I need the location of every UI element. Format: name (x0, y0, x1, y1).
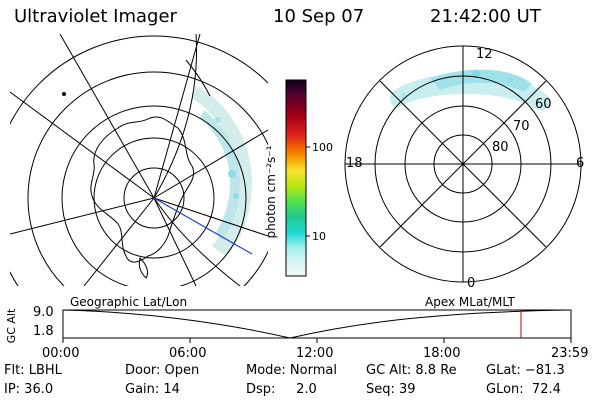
tick-00-00: 00:00 (42, 346, 80, 361)
meridian-diag-b (379, 80, 547, 248)
y-label-low: 1.8 (33, 324, 54, 339)
terminator-arc (153, 34, 198, 199)
geographic-title: Geographic Lat/Lon (70, 295, 188, 309)
tick-18-00: 18:00 (423, 346, 461, 361)
gain-info: Gain: 14 (125, 382, 180, 397)
limb-arc (153, 197, 241, 286)
glon-info: GLon: 72.4 (486, 382, 561, 397)
altitude-curve (62, 309, 572, 339)
tick-06-00: 06:00 (169, 346, 207, 361)
satellite-track (153, 197, 253, 255)
meridians-left (10, 34, 268, 286)
door-info: Door: Open (125, 363, 200, 378)
mode-info: Mode: Normal (246, 363, 337, 378)
ip-info: IP: 36.0 (4, 382, 54, 397)
gc-alt-info: GC Alt: 8.8 Re (366, 363, 457, 378)
mlat-label-80: 80 (492, 140, 509, 155)
island-dot (62, 92, 66, 96)
filter-info: Flt: LBHL (4, 363, 62, 378)
dsp-info: Dsp: 2.0 (246, 382, 317, 397)
tick-12-00: 12:00 (296, 346, 334, 361)
color-bar-gradient (285, 79, 307, 277)
mlat-label-70: 70 (513, 119, 530, 134)
mlt-label-0: 0 (467, 276, 476, 291)
aurora-emission-left (192, 86, 252, 256)
colorbar-label-10: 10 (312, 230, 326, 243)
glat-info: GLat: −81.3 (486, 363, 565, 378)
colorbar-label-100: 100 (312, 141, 333, 154)
seq-info: Seq: 39 (366, 382, 416, 397)
y-label-high: 9.0 (33, 305, 54, 320)
latitude-circles-left (10, 35, 268, 286)
continent-coast-upper (185, 59, 211, 97)
time-label: 21:42:00 UT (430, 6, 541, 27)
peninsula-coast (138, 257, 149, 279)
instrument-title: Ultraviolet Imager (14, 6, 177, 27)
date-label: 10 Sep 07 (273, 6, 365, 27)
antarctica-coastline (90, 116, 195, 263)
mlt-label-18: 18 (346, 156, 363, 171)
apex-title: Apex MLat/MLT (425, 295, 515, 309)
mlt-label-12: 12 (476, 47, 493, 62)
mlat-label-60: 60 (535, 97, 552, 112)
tick-23-59: 23:59 (551, 346, 589, 361)
mlt-label-6: 6 (576, 156, 585, 171)
